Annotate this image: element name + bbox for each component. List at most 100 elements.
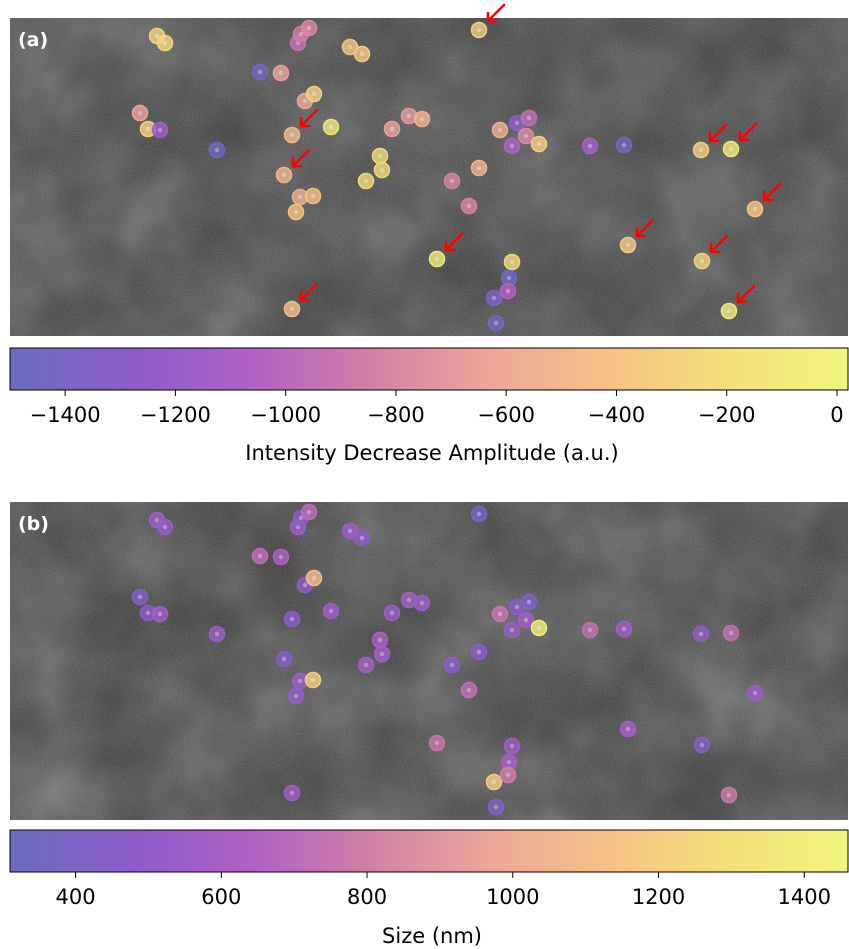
panel-b-particle-core — [214, 631, 220, 637]
panel-b-particle — [353, 529, 371, 547]
panel-b-particle — [619, 720, 637, 738]
panel-a-particle — [353, 45, 371, 63]
panel-a-arrow — [299, 282, 319, 302]
panel-a-particle — [581, 137, 599, 155]
panel-b-particle — [373, 645, 391, 663]
panel-a-particle-core — [476, 165, 482, 171]
panel-b-particle — [131, 588, 149, 606]
panel-a-particle-core — [310, 193, 316, 199]
panel-b-particle — [428, 734, 446, 752]
panel-b-particle-core — [514, 604, 520, 610]
panel-a-particle — [722, 140, 740, 158]
panel-a-particle-core — [359, 51, 365, 57]
panel-b-particle — [300, 503, 318, 521]
panel-b-particle — [275, 650, 293, 668]
panel-a-particle-core — [728, 146, 734, 152]
panel-b-particle-core — [526, 599, 532, 605]
panel-a-particle — [283, 300, 301, 318]
panel-a-particle — [503, 253, 521, 271]
panel-a-particle — [460, 197, 478, 215]
panel-a-particle-core — [293, 209, 299, 215]
panel-a-particle — [283, 126, 301, 144]
panel-a-particle-core — [493, 320, 499, 326]
panel-a-particle — [300, 19, 318, 37]
colorbar-a-label: Intensity Decrease Amplitude (a.u.) — [245, 441, 618, 465]
panel-a-particle-core — [497, 127, 503, 133]
panel-a-particle — [304, 187, 322, 205]
panel-a-particle — [275, 166, 293, 184]
panel-a-particle-core — [434, 256, 440, 262]
panel-a-particle-core — [509, 143, 515, 149]
panel-a-particle-core — [306, 25, 312, 31]
colorbar-a-bar — [9, 347, 849, 391]
panel-b-particle-core — [449, 662, 455, 668]
colorbar-a-tick-label: −600 — [477, 403, 535, 427]
panel-b-particle — [151, 605, 169, 623]
panel-a-particle-core — [587, 143, 593, 149]
panel-b-particle-core — [310, 677, 316, 683]
panel-a-particle-core — [523, 133, 529, 139]
panel-b-particle-core — [281, 656, 287, 662]
panel-b-particle — [443, 656, 461, 674]
panel-b-particle — [287, 687, 305, 705]
panel-b-particle-core — [752, 690, 758, 696]
panel-a-particle-core — [289, 132, 295, 138]
panel-a-particle — [156, 34, 174, 52]
panel-a-particle-core — [699, 258, 705, 264]
panel-a-particle-core — [311, 91, 317, 97]
panel-a-particle-core — [466, 203, 472, 209]
panel-a-particle-core — [698, 147, 704, 153]
panel-b-particle-core — [476, 511, 482, 517]
panel-a-particle-core — [752, 206, 758, 212]
panel-a-particle-core — [347, 44, 353, 50]
panel-b-particle — [746, 684, 764, 702]
panel-b-particle-core — [476, 649, 482, 655]
panel-b-particle — [305, 569, 323, 587]
panel-a-arrow — [738, 122, 758, 142]
panel-a-particle-core — [297, 194, 303, 200]
panel-a-points — [131, 19, 764, 332]
panel-a-label: (a) — [18, 29, 48, 51]
panel-a-arrow — [291, 148, 311, 168]
panel-b-particle-core — [145, 610, 151, 616]
panel-a-particle-core — [154, 33, 160, 39]
panel-a-particle — [615, 136, 633, 154]
colorbar-a: −1400 −1200 −1000 −800 −600 −400 −200 0 Intensi… — [9, 347, 849, 465]
panel-b-particle-core — [509, 627, 515, 633]
panel-a-particle-core — [389, 126, 395, 132]
panel-b-particle — [530, 619, 548, 637]
panel-b-noise — [10, 502, 848, 820]
panel-a-particle — [428, 250, 446, 268]
panel-a-particle — [383, 120, 401, 138]
panel-a-particle — [131, 104, 149, 122]
panel-b-particle-core — [311, 575, 317, 581]
panel-a-particle — [341, 38, 359, 56]
panel-a-arrow — [709, 234, 729, 254]
panel-a-particle-core — [214, 147, 220, 153]
panel-b-particle — [272, 548, 290, 566]
panel-b-particle — [383, 604, 401, 622]
panel-b-particle-core — [278, 554, 284, 560]
panel-a-particle-core — [526, 115, 532, 121]
panel-a-particle — [272, 64, 290, 82]
panel-a-particle-core — [509, 259, 515, 265]
panel-b-particle-core — [536, 625, 542, 631]
panel-a-particle — [619, 236, 637, 254]
panel-b-particle-core — [491, 779, 497, 785]
panel-b-particle-core — [297, 678, 303, 684]
panel-a-particle-core — [625, 242, 631, 248]
panel-b-particle — [722, 624, 740, 642]
panel-b-particle-core — [523, 617, 529, 623]
panel-a-particle — [720, 302, 738, 320]
panel-b-particle-core — [509, 743, 515, 749]
panel-b-particle — [720, 786, 738, 804]
panel-a-particle — [693, 252, 711, 270]
panel-b-particle — [581, 621, 599, 639]
panel-a-particle — [470, 159, 488, 177]
colorbar-b-tick-label: 600 — [201, 885, 241, 909]
colorbar-a-tick-label: 0 — [830, 403, 843, 427]
colorbar-a-tick-label: −1200 — [140, 403, 211, 427]
panel-a-particle — [443, 172, 461, 190]
panel-b-particle-core — [377, 637, 383, 643]
